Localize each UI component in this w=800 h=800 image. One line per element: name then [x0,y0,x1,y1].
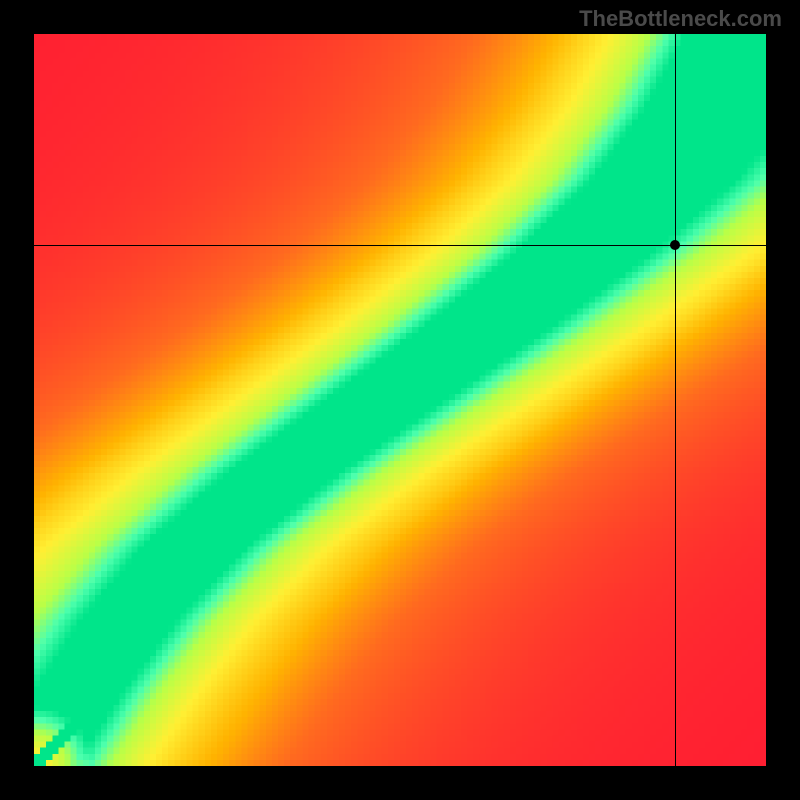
crosshair-vertical [675,34,676,766]
heatmap-plot [34,34,766,766]
watermark: TheBottleneck.com [579,6,782,32]
heatmap-canvas [34,34,766,766]
crosshair-marker [670,240,680,250]
crosshair-horizontal [34,245,766,246]
